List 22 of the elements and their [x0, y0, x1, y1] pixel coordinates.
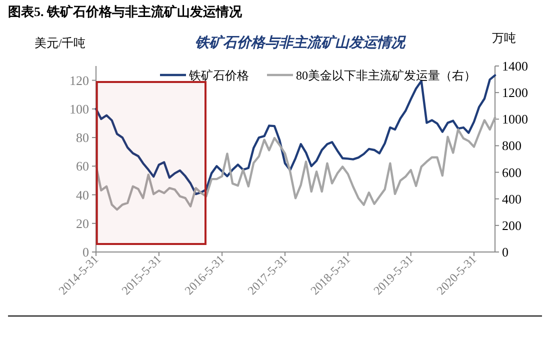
y2-tick-label: 1000	[502, 112, 528, 127]
y-tick-label: 0	[82, 244, 89, 260]
y-tick-label: 100	[70, 101, 89, 116]
y-tick-label: 80	[76, 130, 89, 146]
legend-label: 铁矿石价格	[188, 68, 249, 82]
chart-title: 图表5. 铁矿石价格与非主流矿山发运情况	[8, 4, 243, 19]
y-tick-label: 20	[76, 216, 89, 231]
y-tick-label: 120	[70, 72, 89, 88]
y2-tick-label: 800	[502, 138, 522, 154]
y-tick-label: 60	[76, 158, 89, 174]
y-axis-title: 美元/千吨	[34, 36, 86, 50]
y2-tick-label: 0	[502, 244, 508, 260]
y2-axis-title: 万吨	[492, 31, 516, 45]
y-tick-label: 40	[76, 187, 89, 202]
legend-label: 80美金以下非主流矿发运量（右）	[296, 68, 476, 82]
y2-tick-label: 600	[502, 164, 522, 180]
y2-tick-label: 200	[502, 218, 522, 233]
y2-tick-label: 1400	[502, 58, 528, 74]
y2-tick-label: 400	[502, 191, 522, 206]
y2-tick-label: 1200	[502, 85, 528, 100]
line-series	[94, 116, 496, 211]
chart-subtitle: 铁矿石价格与非主流矿山发运情况	[195, 34, 407, 51]
